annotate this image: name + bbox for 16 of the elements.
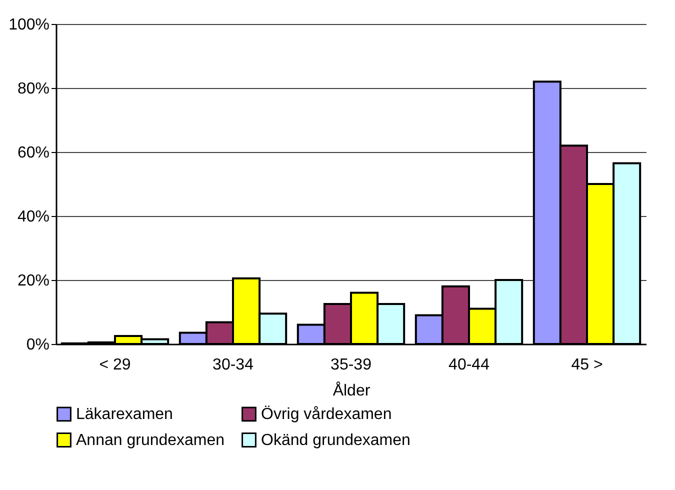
x-axis-title: Ålder	[332, 382, 371, 400]
x-tick-label: < 29	[99, 356, 131, 374]
legend-label: Annan grundexamen	[76, 432, 225, 449]
x-tick-label: 35-39	[330, 356, 372, 374]
y-tick-label: 0%	[26, 336, 50, 354]
y-tick-label: 40%	[17, 208, 50, 226]
y-tick-label: 80%	[17, 80, 50, 98]
x-tick-label: 30-34	[212, 356, 254, 374]
legend-label: Övrig vårdexamen	[261, 405, 392, 424]
y-tick-label: 100%	[8, 16, 50, 34]
x-tick-label: 45 >	[571, 356, 603, 374]
y-tick-label: 20%	[17, 272, 50, 290]
y-tick-label: 60%	[17, 144, 50, 162]
x-tick-label: 40-44	[448, 356, 490, 374]
legend-label: Okänd grundexamen	[261, 432, 410, 449]
legend-label: Läkarexamen	[76, 406, 173, 424]
